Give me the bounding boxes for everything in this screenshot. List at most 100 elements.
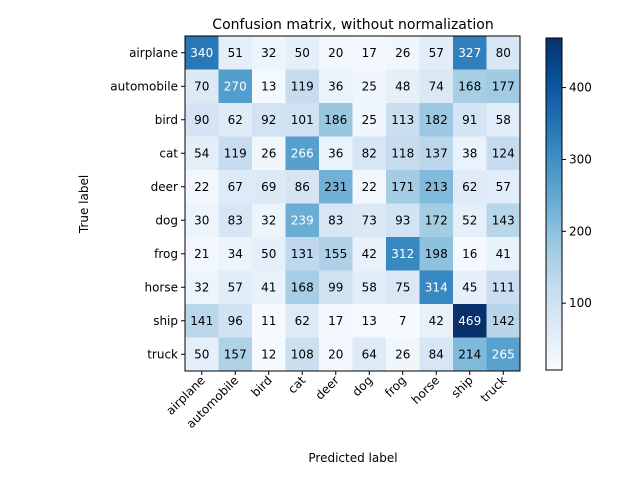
colorbar-tick-label: 300 <box>569 152 592 166</box>
cell-value-label: 30 <box>194 213 209 227</box>
heatmap-cell <box>218 270 253 305</box>
heatmap-cell <box>285 136 320 171</box>
cell-value-label: 57 <box>429 46 444 60</box>
cell-value-label: 36 <box>328 146 343 160</box>
heatmap-cell <box>252 304 286 338</box>
cell-value-label: 171 <box>391 180 414 194</box>
x-tick-label: deer <box>313 373 342 402</box>
cell-value-label: 96 <box>228 314 243 328</box>
cell-value-label: 83 <box>228 213 243 227</box>
x-tick-label: horse <box>409 373 443 407</box>
cell-value-label: 312 <box>391 247 414 261</box>
cell-value-label: 118 <box>391 146 414 160</box>
heatmap-cell <box>352 136 387 171</box>
cell-value-label: 168 <box>458 79 481 93</box>
heatmap-cell <box>386 103 420 137</box>
heatmap-cell <box>319 136 353 171</box>
y-tick-label: dog <box>155 213 178 227</box>
cell-value-label: 58 <box>362 280 377 294</box>
heatmap-cell <box>252 337 286 372</box>
heatmap-cell <box>386 36 420 70</box>
heatmap-cell <box>453 136 487 171</box>
cell-value-label: 34 <box>228 247 243 261</box>
cell-value-label: 32 <box>261 213 276 227</box>
cell-value-label: 50 <box>194 347 209 361</box>
heatmap-cell <box>252 36 286 70</box>
heatmap-cells <box>185 36 521 372</box>
x-tick-label: ship <box>448 373 475 400</box>
heatmap-cell <box>218 69 253 104</box>
heatmap-cell <box>252 270 286 305</box>
heatmap-cell <box>486 203 521 238</box>
heatmap-cell <box>419 237 454 271</box>
heatmap-cell <box>185 170 219 204</box>
cell-value-label: 17 <box>328 314 343 328</box>
x-tick-label: bird <box>248 373 274 399</box>
heatmap-cell <box>352 69 387 104</box>
heatmap-cell <box>319 270 353 305</box>
heatmap-cell <box>486 103 521 137</box>
heatmap-cell <box>453 170 487 204</box>
heatmap-cell <box>453 237 487 271</box>
heatmap-cell <box>486 237 521 271</box>
cell-value-label: 119 <box>224 146 247 160</box>
cell-value-label: 108 <box>291 347 314 361</box>
cell-value-label: 143 <box>492 213 515 227</box>
heatmap-cell <box>386 136 420 171</box>
colorbar <box>545 37 563 371</box>
cell-value-label: 340 <box>190 46 213 60</box>
heatmap-cell <box>185 203 219 238</box>
heatmap-cell <box>185 304 219 338</box>
y-tick-label: deer <box>151 180 178 194</box>
x-tick-label: dog <box>350 373 376 399</box>
heatmap-cell <box>419 170 454 204</box>
cell-value-label: 84 <box>429 347 444 361</box>
cell-value-label: 74 <box>429 79 444 93</box>
heatmap-cell <box>352 270 387 305</box>
heatmap-cell <box>352 203 387 238</box>
heatmap-cell <box>453 103 487 137</box>
cell-value-label: 12 <box>261 347 276 361</box>
cell-value-label: 80 <box>496 46 511 60</box>
cell-value-label: 50 <box>261 247 276 261</box>
heatmap-cell <box>319 103 353 137</box>
cell-value-label: 22 <box>362 180 377 194</box>
heatmap-frame <box>184 35 521 372</box>
heatmap-cell <box>352 170 387 204</box>
cell-value-label: 157 <box>224 347 247 361</box>
cell-value-label: 113 <box>391 113 414 127</box>
heatmap-cell <box>185 270 219 305</box>
cell-value-label: 93 <box>395 213 410 227</box>
cell-value-label: 25 <box>362 79 377 93</box>
heatmap-cell <box>252 237 286 271</box>
heatmap-cell <box>419 103 454 137</box>
heatmap-cell <box>453 69 487 104</box>
cell-value-label: 469 <box>458 314 481 328</box>
x-axis-label: Predicted label <box>308 451 397 465</box>
heatmap-cell <box>453 337 487 372</box>
cell-value-label: 182 <box>425 113 448 127</box>
y-tick-label: automobile <box>110 79 178 93</box>
cell-value-label: 67 <box>228 180 243 194</box>
cell-value-label: 54 <box>194 146 209 160</box>
y-tick-label: frog <box>154 247 178 261</box>
heatmap-cell <box>285 203 320 238</box>
heatmap-cell <box>218 36 253 70</box>
heatmap-cell <box>486 170 521 204</box>
colorbar-tick-label: 100 <box>569 296 592 310</box>
cell-value-label: 36 <box>328 79 343 93</box>
cell-value-label: 101 <box>291 113 314 127</box>
heatmap-cell <box>218 304 253 338</box>
cell-value-label: 21 <box>194 247 209 261</box>
heatmap-cell <box>185 337 219 372</box>
heatmap-cell <box>252 69 286 104</box>
cell-value-label: 26 <box>395 347 410 361</box>
heatmap-cell <box>419 203 454 238</box>
cell-value-label: 86 <box>295 180 310 194</box>
heatmap-cell <box>218 337 253 372</box>
heatmap-cell <box>386 337 420 372</box>
heatmap-cell <box>386 270 420 305</box>
